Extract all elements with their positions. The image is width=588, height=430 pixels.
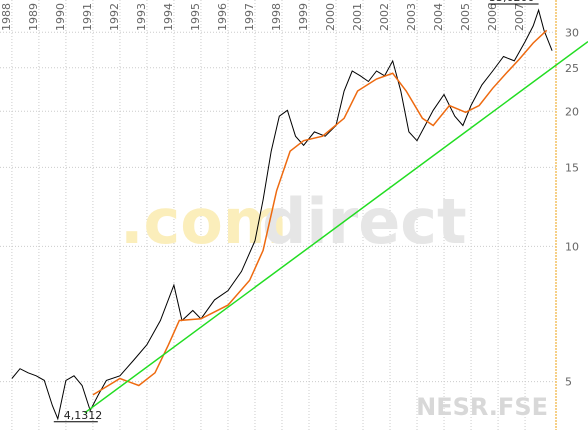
x-tick-label: 2000 (324, 3, 337, 31)
x-tick-label: 2003 (405, 3, 418, 31)
series-line (84, 40, 588, 414)
x-tick-label: 1999 (297, 3, 310, 31)
symbol: NESR.FSE (416, 393, 548, 421)
x-tick-label: 1994 (162, 3, 175, 31)
watermark: .com direct (120, 185, 467, 258)
x-tick-label: 1992 (108, 3, 121, 31)
x-tick-label: 1995 (189, 3, 202, 31)
y-tick-label: 15 (565, 161, 579, 174)
x-tick-label: 2002 (378, 3, 391, 31)
min-annotation: 4,1312 (64, 409, 103, 422)
y-tick-label: 20 (565, 105, 579, 118)
x-tick-label: 2004 (432, 3, 445, 31)
x-tick-label: 1997 (243, 3, 256, 31)
y-tick-label: 25 (565, 62, 579, 75)
x-tick-label: 2001 (351, 3, 364, 31)
watermark-direct: direct (262, 185, 467, 258)
x-tick-label: 1989 (27, 3, 40, 31)
y-tick-label: 30 (565, 26, 579, 39)
watermark-com: .com (120, 185, 288, 258)
y-tick-label: 5 (565, 376, 572, 389)
x-tick-label: 2007 (513, 3, 526, 31)
x-tick-label: 1998 (270, 3, 283, 31)
x-tick-label: 1996 (216, 3, 229, 31)
x-tick-label: 1991 (81, 3, 94, 31)
series-line (92, 29, 548, 396)
x-tick-label: 2005 (459, 3, 472, 31)
x-tick-label: 1990 (54, 3, 67, 31)
x-tick-label: 1993 (135, 3, 148, 31)
series-line (11, 8, 553, 421)
y-tick-label: 10 (565, 240, 579, 253)
x-tick-label: 2006 (486, 3, 499, 31)
x-tick-label: 1988 (0, 3, 13, 31)
